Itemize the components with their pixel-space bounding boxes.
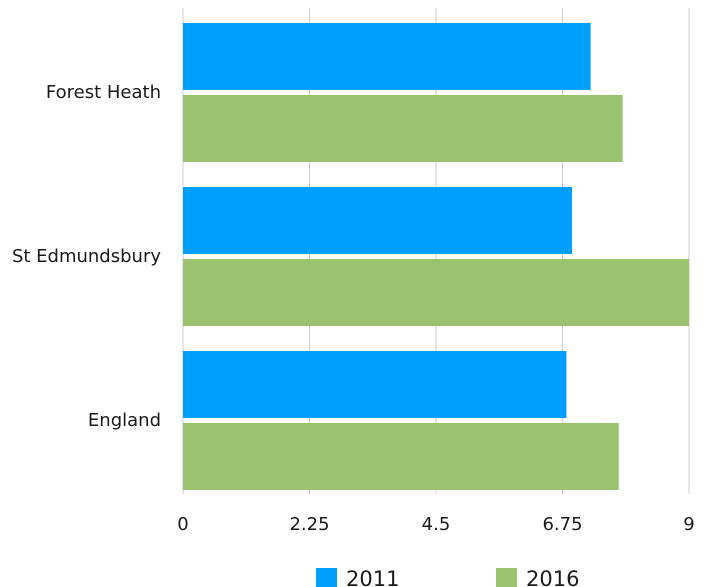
- category-label-0: Forest Heath: [46, 82, 161, 103]
- bar-2011-1: [183, 187, 573, 254]
- bar-2016-2: [183, 423, 619, 490]
- x-tick-label-0: 0: [177, 514, 188, 535]
- bar-2016-1: [183, 259, 689, 326]
- x-axis-tick-labels: 0 2.25 4.5 6.75 9: [177, 514, 694, 535]
- x-tick-label-2: 4.5: [422, 514, 451, 535]
- category-label-2: England: [88, 410, 161, 431]
- bar-2011-2: [183, 351, 567, 418]
- legend: 2011 2016: [316, 567, 579, 587]
- x-tick-label-3: 6.75: [542, 514, 582, 535]
- bar-2011-0: [183, 23, 591, 90]
- legend-label-2011: 2011: [346, 567, 399, 587]
- bar-2016-0: [183, 95, 623, 162]
- category-label-1: St Edmundsbury: [12, 246, 161, 267]
- x-tick-label-4: 9: [683, 514, 694, 535]
- x-tick-label-1: 2.25: [289, 514, 329, 535]
- legend-label-2016: 2016: [526, 567, 579, 587]
- legend-swatch-2016: [496, 568, 517, 587]
- bars: [183, 23, 689, 490]
- legend-swatch-2011: [316, 568, 337, 587]
- category-labels: Forest Heath St Edmundsbury England: [12, 82, 161, 431]
